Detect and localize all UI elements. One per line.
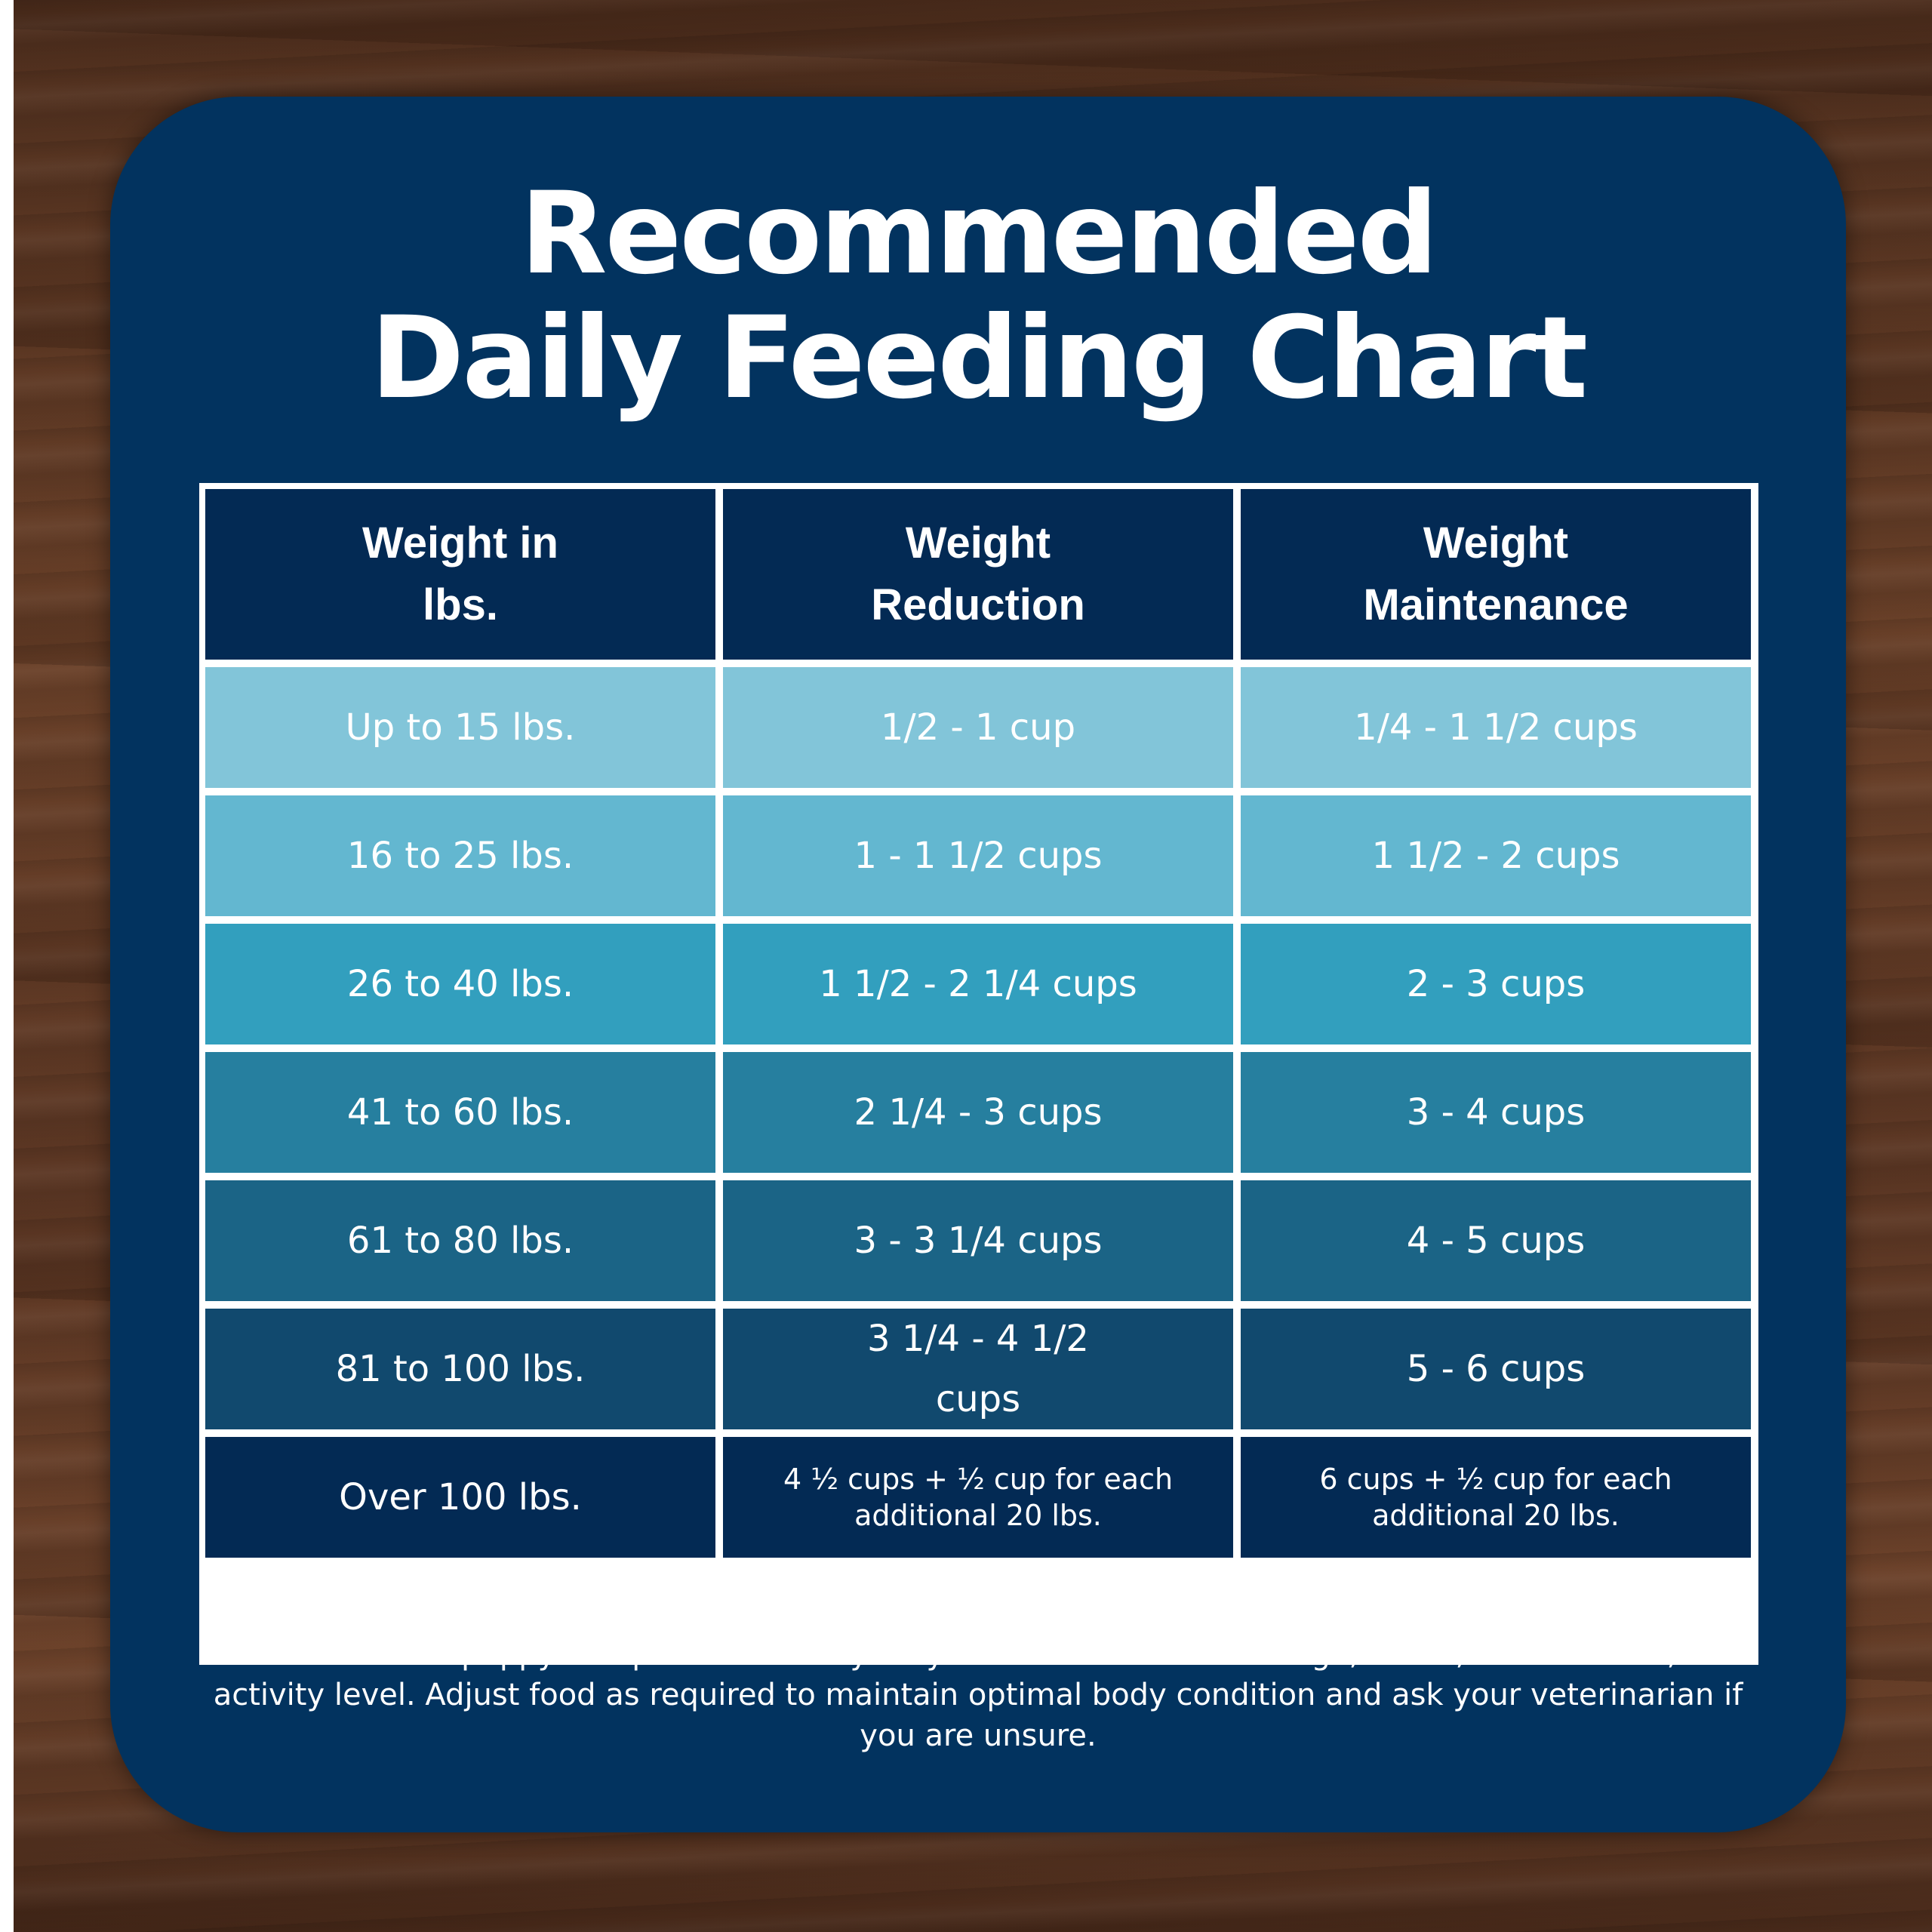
header-weight-line: Weight in [362, 518, 558, 568]
measuring-cup-footnote: *Use a standard 8-oz. measuring cup. [657, 1593, 1299, 1628]
feeding-table: Weight in lbs. Weight Reduction Weight Mainte… [199, 483, 1758, 1665]
header-weight: Weight in lbs. [205, 489, 715, 660]
cell-reduction: 1 1/2 - 2 1/4 cups [723, 924, 1233, 1044]
header-maintenance-line: Weight [1423, 518, 1569, 568]
cell-weight: Up to 15 lbs. [205, 667, 715, 788]
cell-weight: 81 to 100 lbs. [205, 1309, 715, 1429]
disclaimer-note: Note: Individual puppy’s requirements ma… [213, 1637, 1743, 1753]
cell-reduction: 1/2 - 1 cup [723, 667, 1233, 788]
header-maintenance-line: Maintenance [1363, 580, 1629, 629]
cell-weight: 61 to 80 lbs. [205, 1180, 715, 1301]
cell-reduction: 4 ½ cups + ½ cup for each additional 20 … [723, 1437, 1233, 1558]
cell-reduction: 1 - 1 1/2 cups [723, 795, 1233, 916]
cell-weight: 26 to 40 lbs. [205, 924, 715, 1044]
feeding-chart-card: Recommended Daily Feeding Chart Weight i… [110, 97, 1846, 1832]
cell-maintenance: 4 - 5 cups [1241, 1180, 1751, 1301]
header-reduction-line: Reduction [871, 580, 1085, 629]
header-maintenance: Weight Maintenance [1241, 489, 1751, 660]
cell-weight: 16 to 25 lbs. [205, 795, 715, 916]
cell-maintenance: 3 - 4 cups [1241, 1052, 1751, 1173]
cell-weight: 41 to 60 lbs. [205, 1052, 715, 1173]
left-border [0, 0, 14, 1932]
cell-maintenance: 6 cups + ½ cup for each additional 20 lb… [1241, 1437, 1751, 1558]
header-reduction-line: Weight [905, 518, 1051, 568]
cell-weight: Over 100 lbs. [205, 1437, 715, 1558]
title-line-2: Daily Feeding Chart [370, 293, 1588, 424]
cell-reduction: 2 1/4 - 3 cups [723, 1052, 1233, 1173]
cell-maintenance: 1 1/2 - 2 cups [1241, 795, 1751, 916]
header-reduction: Weight Reduction [723, 489, 1233, 660]
title-line-1: Recommended [520, 168, 1438, 300]
cell-reduction: 3 - 3 1/4 cups [723, 1180, 1233, 1301]
cell-maintenance: 2 - 3 cups [1241, 924, 1751, 1044]
header-weight-line: lbs. [423, 580, 498, 629]
cell-maintenance: 1/4 - 1 1/2 cups [1241, 667, 1751, 788]
cell-maintenance: 5 - 6 cups [1241, 1309, 1751, 1429]
cell-reduction: 3 1/4 - 4 1/2 cups [723, 1309, 1233, 1429]
